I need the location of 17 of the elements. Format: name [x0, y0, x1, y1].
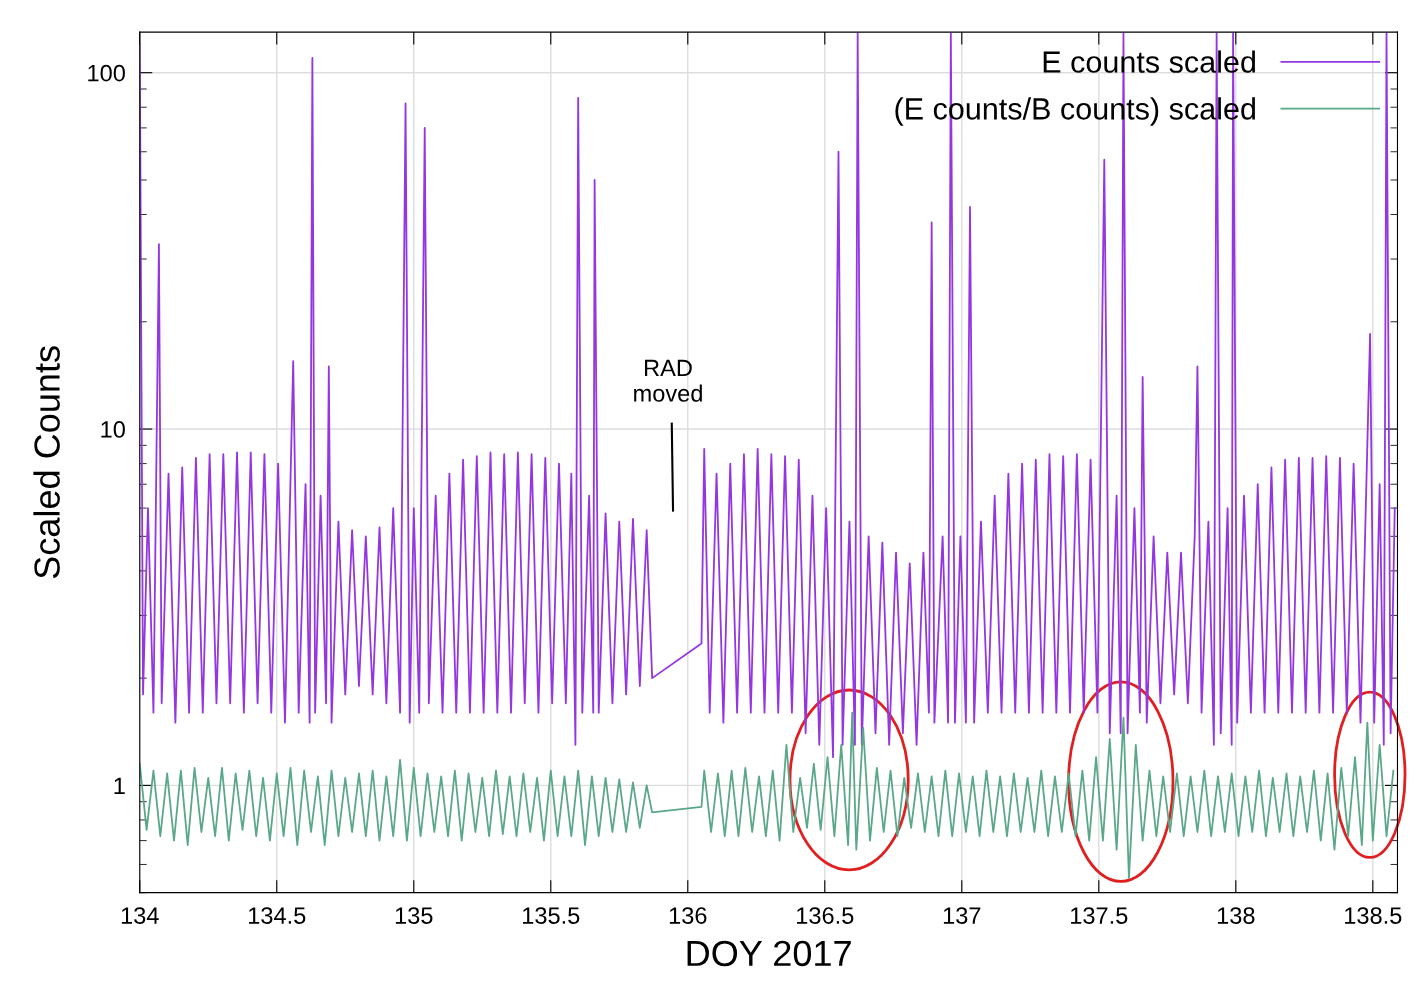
x-tick-label: 136.5: [797, 907, 854, 924]
x-tick-label: 138: [1217, 907, 1255, 924]
x-tick-label: 137.5: [1071, 907, 1128, 924]
x-tick-label: 135.5: [523, 907, 580, 924]
x-tick-label: 138.5: [1345, 907, 1402, 924]
x-tick-label: 137: [943, 907, 981, 924]
y-tick-label: 10: [101, 421, 125, 438]
x-tick-label: 136: [669, 907, 707, 924]
y-axis-title: Scaled Counts: [33, 346, 60, 579]
annotation: RAD moved: [634, 359, 702, 402]
x-axis-title: DOY 2017: [687, 940, 851, 967]
y-tick-label: 1: [114, 777, 125, 794]
x-tick-label: 135: [395, 907, 433, 924]
x-tick-label: 134.5: [249, 907, 306, 924]
y-tick-label: 100: [88, 64, 125, 82]
x-tick-label: 134: [121, 907, 159, 924]
line-series: [139, 711, 1395, 879]
